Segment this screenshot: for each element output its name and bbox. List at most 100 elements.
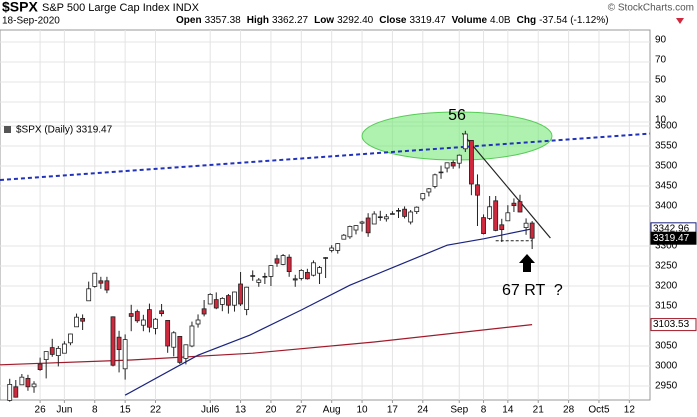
candle-body (493, 200, 499, 231)
quote-label: Close (379, 15, 407, 26)
axes: 3600355035003450340033003250320031503050… (35, 35, 697, 416)
moving-average-200 (0, 324, 533, 366)
instrument-name: S&P 500 Large Cap Index INDX (42, 2, 200, 14)
candle-body (444, 162, 450, 169)
candle-body (414, 206, 420, 212)
annotation: 67 RT ? (502, 282, 563, 299)
indicator-tick-label: 50 (655, 75, 667, 86)
candle-body (31, 383, 37, 388)
last-close: 3319.47 (653, 233, 690, 244)
candle-body (110, 316, 116, 366)
candle-body (43, 351, 49, 361)
source: © StockCharts.com (608, 3, 694, 14)
candle-body (37, 363, 43, 370)
candle-body (86, 288, 92, 302)
quote-value: -37.54 (-1.12%) (539, 15, 608, 26)
candle-body (377, 216, 383, 219)
y-tick-label: 3150 (655, 301, 678, 312)
candle-body (505, 212, 511, 222)
candle-body (475, 184, 480, 196)
quote-value: 3357.38 (205, 15, 242, 26)
candle-body (7, 383, 13, 401)
x-tick-label: 15 (120, 405, 132, 416)
x-tick-label: Oct5 (588, 405, 610, 416)
candle-body (189, 325, 195, 347)
x-tick-label: 26 (35, 405, 47, 416)
candle-body (147, 309, 152, 328)
last-close-box (650, 231, 697, 245)
trendline (0, 132, 651, 181)
candle-body (469, 139, 474, 185)
y-tick-label: 3450 (655, 181, 678, 192)
candle-body (298, 269, 304, 279)
candle-body (335, 243, 341, 251)
candle-body (128, 313, 134, 317)
candle-body (134, 311, 140, 322)
indicator-tick-label: 30 (655, 95, 667, 106)
legend: $SPX (Daily) 3319.47 (16, 125, 113, 136)
candle-body (13, 386, 19, 398)
candle-body (353, 225, 359, 231)
candle-body (183, 344, 189, 359)
arrow (519, 254, 535, 272)
grid (0, 30, 650, 400)
candle-body (213, 299, 219, 309)
indicator-tick-label: 70 (655, 55, 667, 66)
candle-body (438, 171, 444, 174)
quote-label: Open (176, 15, 202, 26)
candle-body (165, 319, 171, 347)
quote-text: Open 3357.38 High 3362.27 Low 3292.40 Close 331… (176, 15, 609, 26)
candle-body (481, 217, 486, 235)
candle-body (25, 377, 31, 388)
y-tick-label: 3050 (655, 341, 678, 352)
x-tick-label: 10 (356, 405, 368, 416)
candle-body (383, 216, 389, 220)
candle-body (499, 224, 505, 231)
x-tick-label: 8 (481, 405, 487, 416)
candle-body (61, 343, 67, 354)
y-tick-label: 3500 (655, 161, 678, 172)
candle-body (371, 213, 377, 225)
quote-value: 4.0B (490, 15, 511, 26)
x-tick-label: 13 (235, 405, 247, 416)
candle-body (341, 234, 347, 240)
quote-label: High (247, 15, 269, 26)
candle-body (268, 265, 274, 277)
quote-value: 3362.27 (272, 15, 309, 26)
candle-body (432, 174, 438, 187)
x-tick-label: Jun (56, 405, 72, 416)
candle-body (195, 319, 201, 325)
candle-body (286, 256, 292, 273)
candle-body (122, 339, 128, 370)
candle-body (159, 310, 164, 314)
indicator-tick-label: 10 (655, 115, 667, 126)
symbol: $SPX (2, 0, 38, 15)
candle-body (402, 208, 407, 217)
candle-body (317, 267, 322, 274)
quote-value: 3319.47 (409, 15, 446, 26)
candle-body (262, 275, 268, 278)
y-tick-label: 3400 (655, 201, 678, 212)
candle-body (49, 347, 55, 355)
candle-body (80, 317, 86, 322)
indicator-tick-label: 90 (655, 35, 667, 46)
candle-body (232, 291, 237, 306)
plot (0, 130, 651, 402)
moving-average-50 (124, 228, 533, 396)
candle-body (244, 286, 250, 311)
candle-body (55, 347, 61, 356)
candle-body (177, 335, 183, 363)
x-tick-label: 17 (387, 405, 399, 416)
x-tick-label: 28 (563, 405, 575, 416)
candle-body (92, 272, 98, 287)
candle-body (238, 283, 243, 305)
x-tick-label: 27 (296, 405, 308, 416)
y-tick-label: 3300 (655, 241, 678, 252)
candle-body (323, 257, 329, 259)
candle-body (280, 255, 286, 265)
candle-body (329, 247, 335, 251)
candle-body (274, 258, 280, 264)
candle-body (426, 188, 432, 193)
candle-body (517, 201, 523, 213)
ma200-value: 3103.53 (653, 319, 690, 330)
